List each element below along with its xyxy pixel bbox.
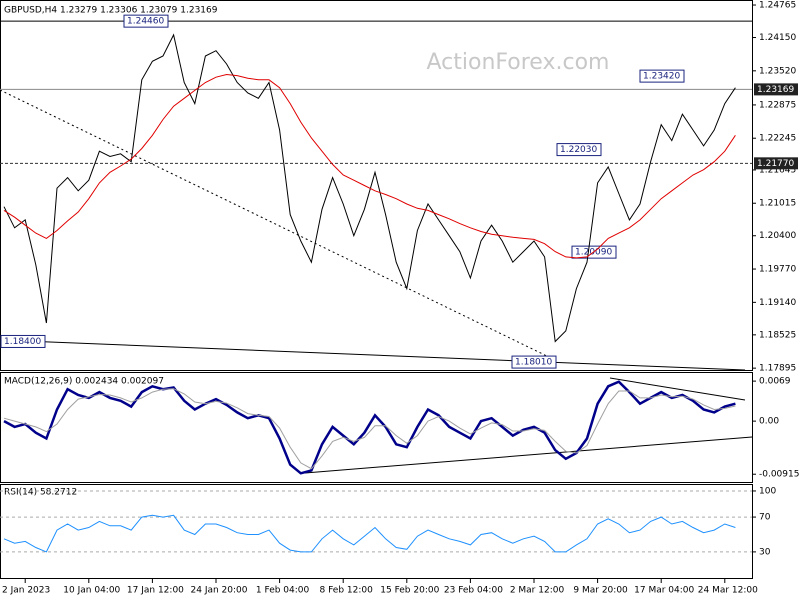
trend-line bbox=[609, 377, 746, 401]
x-tick-label: 17 Mar 04:00 bbox=[634, 586, 694, 596]
y-tick-label: 0.00 bbox=[759, 417, 779, 427]
series-line bbox=[3, 380, 736, 475]
level-box bbox=[754, 83, 798, 96]
x-tick-label: 9 Mar 20:00 bbox=[573, 586, 628, 596]
trend-line bbox=[0, 89, 556, 361]
macd-panel bbox=[0, 372, 753, 483]
y-tick-label: 100 bbox=[759, 486, 776, 496]
x-tick-label: 10 Jan 04:00 bbox=[63, 586, 120, 596]
trend-line bbox=[304, 436, 753, 474]
y-tick-label: 1.21015 bbox=[759, 199, 796, 209]
annotation-box bbox=[556, 143, 602, 157]
x-tick-label: 8 Feb 12:00 bbox=[320, 586, 374, 596]
y-tick-label: 70 bbox=[759, 513, 771, 523]
x-tick-label: 15 Feb 20:00 bbox=[380, 586, 439, 596]
rsi-panel bbox=[0, 484, 753, 579]
x-tick-label: 2 Jan 2023 bbox=[2, 586, 50, 596]
annotation-label: 1.23420 bbox=[643, 72, 680, 82]
level-label: 1.21770 bbox=[757, 159, 794, 169]
annotation-box bbox=[639, 69, 685, 83]
y-tick-label: 1.24150 bbox=[759, 33, 796, 43]
y-tick-label: 1.20400 bbox=[759, 231, 796, 241]
macd-title: MACD(12,26,9) 0.002434 0.002097 bbox=[4, 377, 164, 387]
y-tick-label: -0.009158 bbox=[759, 470, 800, 480]
trend-line bbox=[0, 339, 746, 371]
watermark: ActionForex.com bbox=[427, 50, 610, 75]
annotation-label: 1.18010 bbox=[515, 358, 552, 368]
y-tick-label: 30 bbox=[759, 547, 771, 557]
x-tick-label: 17 Jan 12:00 bbox=[127, 586, 184, 596]
y-tick-label: 1.24765 bbox=[759, 1, 796, 11]
x-tick-label: 23 Feb 04:00 bbox=[444, 586, 503, 596]
level-box bbox=[754, 157, 798, 170]
annotation-label: 1.22030 bbox=[560, 145, 597, 155]
rsi-title: RSI(14) 58.2712 bbox=[4, 488, 77, 498]
annotation-box bbox=[123, 14, 169, 28]
series-line bbox=[3, 388, 736, 470]
y-tick-label: 1.23520 bbox=[759, 66, 796, 76]
level-label: 1.23169 bbox=[757, 85, 794, 95]
annotation-label: 1.20090 bbox=[575, 248, 612, 258]
series-line bbox=[3, 73, 736, 259]
annotation-box bbox=[511, 355, 557, 369]
x-tick-label: 24 Mar 12:00 bbox=[698, 586, 758, 596]
series-line bbox=[3, 33, 736, 343]
y-tick-label: 1.22875 bbox=[759, 100, 796, 110]
price-panel bbox=[0, 0, 753, 371]
series-line bbox=[3, 514, 736, 553]
x-tick-label: 2 Mar 12:00 bbox=[510, 586, 565, 596]
chart-title: GBPUSD,H4 1.23279 1.23306 1.23079 1.2316… bbox=[4, 6, 218, 16]
y-tick-label: 1.22245 bbox=[759, 134, 796, 144]
annotation-label: 1.24460 bbox=[127, 17, 164, 27]
y-tick-label: 1.17895 bbox=[759, 364, 796, 374]
x-tick-label: 1 Feb 04:00 bbox=[256, 586, 310, 596]
y-tick-label: 1.19140 bbox=[759, 298, 796, 308]
annotation-label: 1.18400 bbox=[4, 337, 41, 347]
y-tick-label: 0.0069 bbox=[759, 377, 791, 387]
annotation-box bbox=[0, 334, 46, 348]
y-tick-label: 1.21645 bbox=[759, 165, 796, 175]
y-tick-label: 1.18525 bbox=[759, 330, 796, 340]
y-tick-label: 1.19770 bbox=[759, 265, 796, 275]
x-tick-label: 24 Jan 20:00 bbox=[191, 586, 248, 596]
